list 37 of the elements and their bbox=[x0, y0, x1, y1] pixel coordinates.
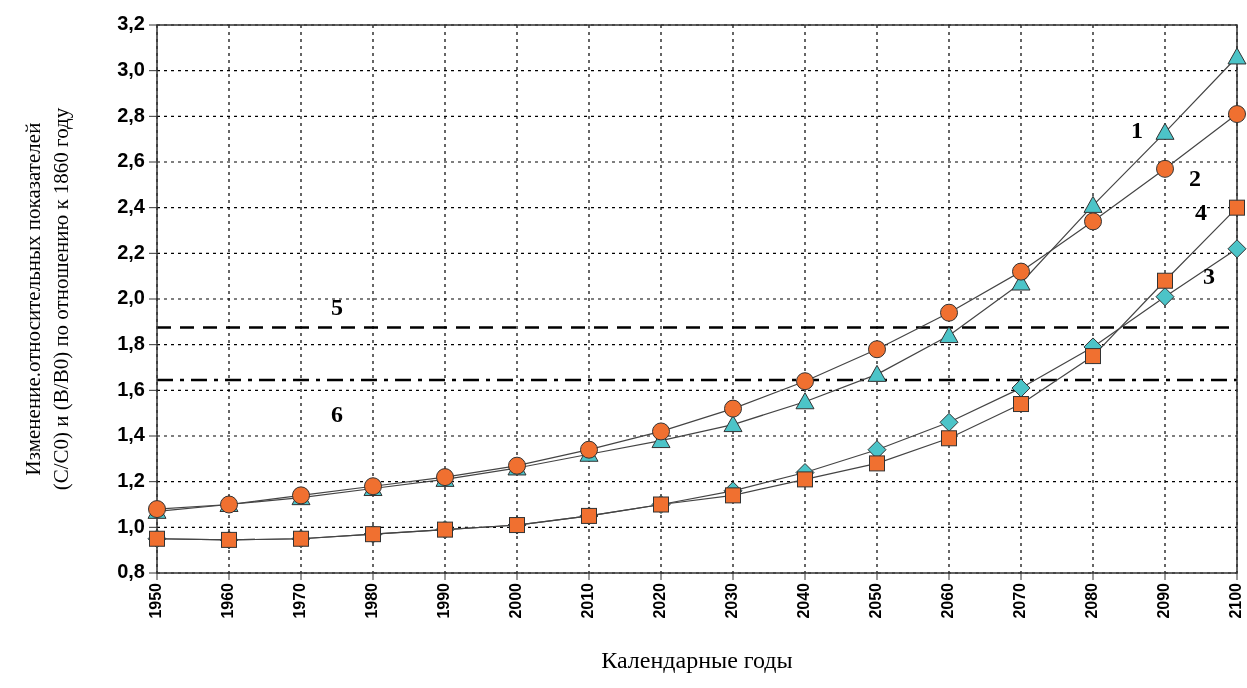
y-tick-label: 2,6 bbox=[117, 149, 145, 172]
x-tick-label: 1970 bbox=[291, 582, 309, 619]
x-tick-label: 2020 bbox=[651, 582, 669, 619]
annotation: 5 bbox=[331, 294, 343, 321]
y-tick-label: 2,2 bbox=[117, 240, 145, 263]
y-tick-label: 3,2 bbox=[117, 12, 145, 35]
x-tick-label: 2060 bbox=[939, 582, 957, 619]
x-tick-label: 2100 bbox=[1227, 582, 1245, 619]
y-tick-label: 1,8 bbox=[117, 331, 145, 354]
x-tick-label: 1990 bbox=[435, 582, 453, 619]
x-tick-label: 2010 bbox=[579, 582, 597, 619]
x-tick-label: 2070 bbox=[1011, 582, 1029, 619]
x-tick-label: 2080 bbox=[1083, 582, 1101, 619]
series-label: 2 bbox=[1189, 165, 1201, 192]
x-tick-label: 2040 bbox=[795, 582, 813, 619]
x-tick-label: 1980 bbox=[363, 582, 381, 619]
y-tick-label: 1,6 bbox=[117, 377, 145, 400]
y-tick-label: 1,2 bbox=[117, 468, 145, 491]
x-tick-label: 1960 bbox=[219, 582, 237, 619]
y-tick-label: 3,0 bbox=[117, 57, 145, 80]
x-tick-label: 2030 bbox=[723, 582, 741, 619]
x-axis-title: Календарные годы bbox=[601, 647, 793, 673]
y-tick-label: 2,0 bbox=[117, 286, 145, 309]
y-tick-label: 1,0 bbox=[117, 514, 145, 537]
x-tick-label: 2090 bbox=[1155, 582, 1173, 619]
annotation: 6 bbox=[331, 400, 343, 427]
y-axis-title: Изменение.относительных показателей (С/С0) и (В/В0) по отношению к 1860 году bbox=[21, 107, 73, 491]
series-label: 4 bbox=[1195, 199, 1207, 226]
y-tick-label: 1,4 bbox=[117, 423, 146, 446]
y-tick-label: 0,8 bbox=[117, 560, 145, 583]
series-label: 3 bbox=[1203, 263, 1215, 290]
x-tick-label: 2050 bbox=[867, 582, 885, 619]
y-tick-label: 2,4 bbox=[117, 194, 146, 217]
x-tick-label: 1950 bbox=[147, 582, 165, 619]
x-tick-label: 2000 bbox=[507, 582, 525, 619]
y-tick-label: 2,8 bbox=[117, 103, 145, 126]
series-label: 1 bbox=[1131, 116, 1143, 143]
